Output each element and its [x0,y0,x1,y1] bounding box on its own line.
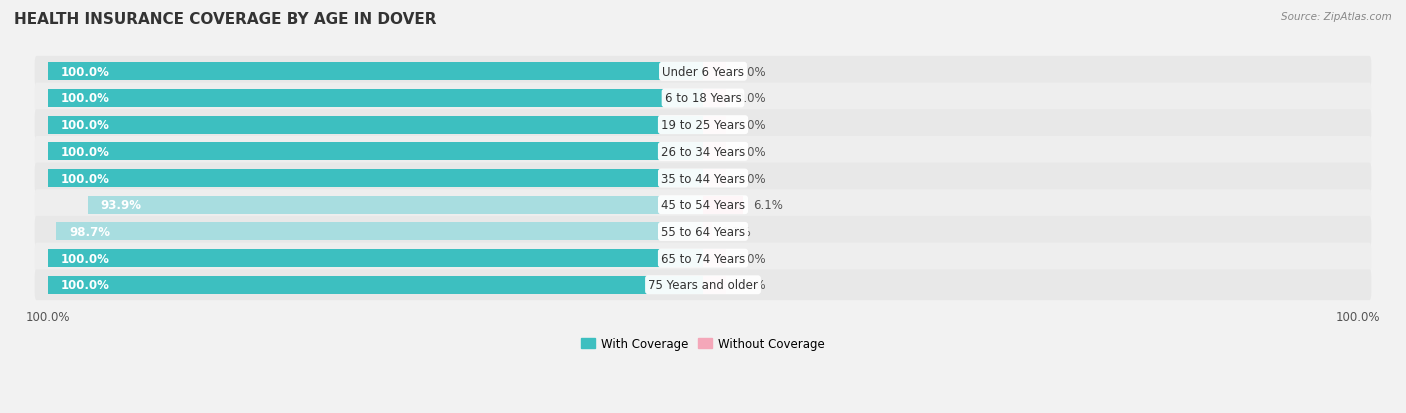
Bar [703,196,742,214]
Bar [48,143,703,161]
Bar [48,276,703,294]
Text: 6.1%: 6.1% [752,199,783,212]
Text: 1.3%: 1.3% [721,225,751,238]
FancyBboxPatch shape [35,243,1371,274]
Text: 100.0%: 100.0% [60,119,110,132]
FancyBboxPatch shape [35,270,1371,301]
Text: 0.0%: 0.0% [735,172,765,185]
Text: 45 to 54 Years: 45 to 54 Years [661,199,745,212]
Text: Source: ZipAtlas.com: Source: ZipAtlas.com [1281,12,1392,22]
Text: 55 to 64 Years: 55 to 64 Years [661,225,745,238]
Text: 26 to 34 Years: 26 to 34 Years [661,145,745,159]
Text: 0.0%: 0.0% [735,145,765,159]
Text: 0.0%: 0.0% [735,119,765,132]
Text: Under 6 Years: Under 6 Years [662,66,744,78]
Text: 93.9%: 93.9% [101,199,142,212]
FancyBboxPatch shape [35,110,1371,141]
FancyBboxPatch shape [35,163,1371,194]
Bar [703,223,711,241]
FancyBboxPatch shape [35,83,1371,114]
Text: 100.0%: 100.0% [60,252,110,265]
Text: 75 Years and older: 75 Years and older [648,279,758,292]
Text: 100.0%: 100.0% [60,279,110,292]
Legend: With Coverage, Without Coverage: With Coverage, Without Coverage [576,332,830,355]
Bar [48,249,703,268]
Bar [703,116,725,134]
Bar [703,249,725,268]
Text: HEALTH INSURANCE COVERAGE BY AGE IN DOVER: HEALTH INSURANCE COVERAGE BY AGE IN DOVE… [14,12,436,27]
Bar [48,116,703,134]
Bar [703,90,725,108]
Text: 19 to 25 Years: 19 to 25 Years [661,119,745,132]
Text: 0.0%: 0.0% [735,92,765,105]
FancyBboxPatch shape [35,137,1371,167]
Text: 98.7%: 98.7% [69,225,111,238]
Bar [48,63,703,81]
Bar [703,63,725,81]
Bar [48,170,703,188]
Text: 100.0%: 100.0% [60,145,110,159]
FancyBboxPatch shape [35,216,1371,247]
Text: 0.0%: 0.0% [735,279,765,292]
Text: 0.0%: 0.0% [735,252,765,265]
FancyBboxPatch shape [35,190,1371,221]
Text: 6 to 18 Years: 6 to 18 Years [665,92,741,105]
Bar [703,276,725,294]
Text: 65 to 74 Years: 65 to 74 Years [661,252,745,265]
Text: 35 to 44 Years: 35 to 44 Years [661,172,745,185]
Bar [48,90,703,108]
Bar [56,223,703,241]
Bar [703,170,725,188]
Text: 100.0%: 100.0% [60,92,110,105]
Text: 100.0%: 100.0% [60,66,110,78]
Bar [87,196,703,214]
FancyBboxPatch shape [35,57,1371,88]
Bar [703,143,725,161]
Text: 0.0%: 0.0% [735,66,765,78]
Text: 100.0%: 100.0% [60,172,110,185]
